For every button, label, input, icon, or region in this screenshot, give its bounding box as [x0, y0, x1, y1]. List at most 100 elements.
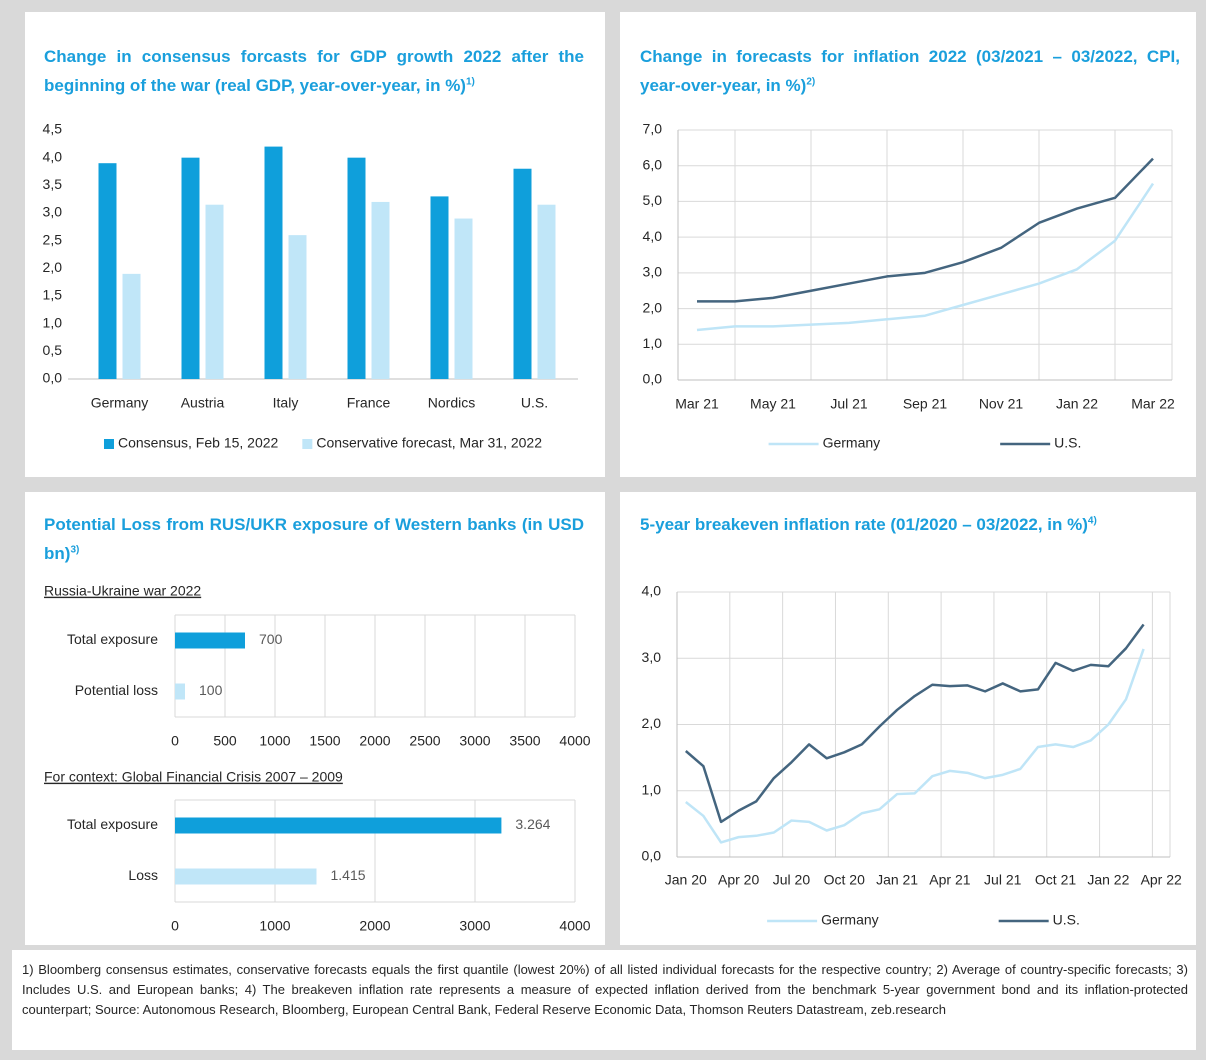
bar [537, 204, 556, 379]
data-label: 1.415 [331, 867, 366, 883]
y-tick-label: Total exposure [67, 816, 158, 832]
footnote-panel [12, 950, 1196, 1050]
bar [175, 683, 185, 700]
y-tick-label: 1,0 [642, 781, 662, 797]
bar [371, 201, 390, 379]
x-tick-label: 1000 [259, 918, 290, 934]
y-tick-label: 2,0 [643, 299, 663, 315]
x-tick-label: 2000 [359, 733, 390, 749]
bar [175, 632, 245, 649]
legend-label: Conservative forecast, Mar 31, 2022 [316, 435, 542, 451]
x-tick-label: 3500 [509, 733, 540, 749]
x-tick-label: 1500 [309, 733, 340, 749]
x-tick-label: Austria [181, 395, 225, 411]
chart-title: 5-year breakeven inflation rate (01/2020… [640, 510, 1180, 539]
y-tick-label: 3,0 [642, 649, 662, 665]
title-note: 2) [806, 76, 816, 88]
panel [620, 12, 1196, 477]
bar [513, 168, 532, 379]
bar [264, 146, 283, 379]
x-tick-label: Jan 22 [1087, 872, 1129, 888]
x-tick-label: 0 [171, 733, 179, 749]
x-tick-label: 2500 [409, 733, 440, 749]
x-tick-label: Oct 20 [824, 872, 865, 888]
legend-label: Germany [823, 435, 881, 451]
y-tick-label: Loss [128, 867, 158, 883]
x-tick-label: Nov 21 [979, 396, 1024, 412]
title-note: 1) [465, 76, 475, 88]
y-tick-label: 1,0 [43, 314, 63, 330]
bar [122, 273, 141, 379]
bar [175, 868, 317, 885]
y-tick-label: 5,0 [643, 192, 663, 208]
y-tick-label: 7,0 [643, 121, 663, 137]
chart-title: Change in consensus forcasts for GDP gro… [44, 42, 584, 100]
y-tick-label: 4,0 [642, 583, 662, 599]
subtitle: Russia-Ukraine war 2022 [44, 583, 201, 599]
x-tick-label: Sep 21 [903, 396, 948, 412]
y-tick-label: 4,5 [43, 121, 63, 137]
x-tick-label: France [347, 395, 391, 411]
bar [205, 204, 224, 379]
x-tick-label: Jul 21 [984, 872, 1022, 888]
y-tick-label: 3,5 [43, 176, 63, 192]
y-tick-label: 3,0 [643, 264, 663, 280]
x-tick-label: Apr 22 [1141, 872, 1182, 888]
panel [25, 12, 605, 477]
y-tick-label: 2,0 [642, 715, 662, 731]
bar [175, 817, 502, 834]
x-tick-label: Jan 20 [665, 872, 707, 888]
y-tick-label: 1,0 [643, 335, 663, 351]
x-tick-label: Mar 21 [675, 396, 719, 412]
title-note: 3) [70, 544, 80, 556]
y-tick-label: 6,0 [643, 156, 663, 172]
x-tick-label: 0 [171, 918, 179, 934]
x-tick-label: Jul 21 [830, 396, 868, 412]
title-text: Change in consensus forcasts for GDP gro… [44, 47, 584, 95]
y-tick-label: 0,0 [642, 848, 662, 864]
bar [454, 218, 473, 379]
legend-label: Germany [821, 912, 879, 928]
x-tick-label: Apr 20 [718, 872, 759, 888]
data-label: 3.264 [515, 816, 550, 832]
bar [98, 163, 117, 379]
x-tick-label: Jan 21 [876, 872, 918, 888]
title-text: 5-year breakeven inflation rate (01/2020… [640, 515, 1088, 534]
y-tick-label: 2,5 [43, 231, 63, 247]
x-tick-label: 4000 [559, 918, 590, 934]
x-tick-label: Jul 20 [773, 872, 811, 888]
x-tick-label: Jan 22 [1056, 396, 1098, 412]
y-tick-label: 2,0 [43, 259, 63, 275]
line [685, 648, 1145, 844]
x-tick-label: Nordics [428, 395, 475, 411]
title-text: Potential Loss from RUS/UKR exposure of … [44, 515, 584, 563]
x-tick-label: May 21 [750, 396, 796, 412]
bar [288, 235, 307, 379]
x-tick-label: U.S. [521, 395, 548, 411]
y-tick-label: Total exposure [67, 631, 158, 647]
legend-label: Consensus, Feb 15, 2022 [118, 435, 279, 451]
data-label: 100 [199, 682, 223, 698]
y-tick-label: Potential loss [75, 682, 158, 698]
title-text: Change in forecasts for inflation 2022 (… [640, 47, 1180, 95]
line [684, 623, 1145, 824]
y-tick-label: 0,0 [643, 371, 663, 387]
legend-swatch [103, 439, 114, 449]
x-tick-label: Oct 21 [1035, 872, 1076, 888]
title-note: 4) [1087, 515, 1097, 527]
x-tick-label: 1000 [259, 733, 290, 749]
y-tick-label: 0,0 [43, 370, 63, 386]
x-tick-label: 3000 [459, 918, 490, 934]
x-tick-label: Germany [91, 395, 149, 411]
bar [347, 157, 366, 379]
x-tick-label: Italy [273, 395, 299, 411]
chart-title: Change in forecasts for inflation 2022 (… [640, 42, 1180, 100]
footnote: 1) Bloomberg consensus estimates, conser… [22, 962, 1188, 1017]
bar [181, 157, 200, 379]
x-tick-label: 4000 [559, 733, 590, 749]
x-tick-label: Apr 21 [929, 872, 970, 888]
legend-swatch [302, 439, 313, 449]
line [696, 182, 1155, 332]
legend-label: U.S. [1054, 435, 1081, 451]
